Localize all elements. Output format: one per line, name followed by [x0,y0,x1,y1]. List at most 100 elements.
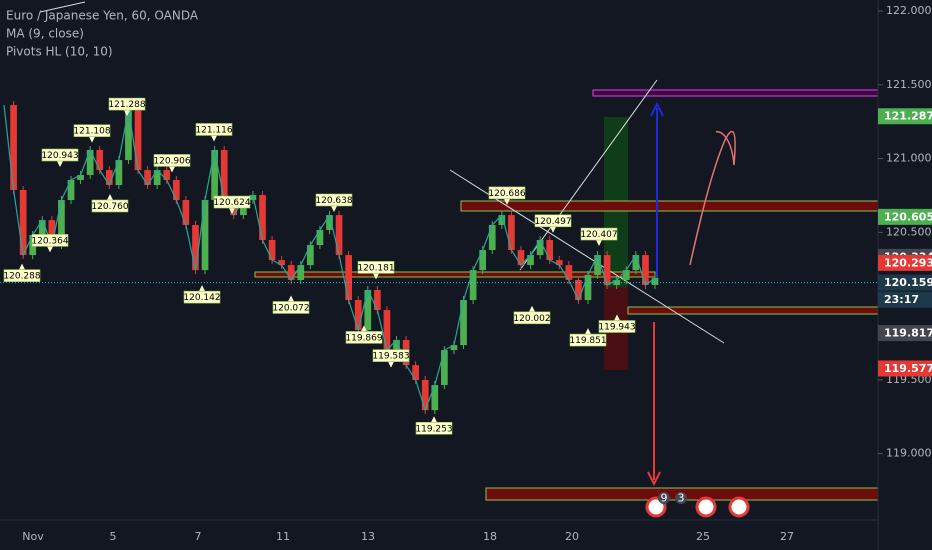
candle [546,240,554,261]
candle [105,170,113,185]
arrow-head [647,471,661,487]
candle [58,200,65,246]
countdown-box [878,291,932,308]
candle [307,245,314,266]
pivot-pointer [57,160,63,167]
candle [460,300,467,346]
pivot-label: 120.943 [41,151,78,161]
pivot-pointer [388,361,394,368]
candle [575,279,582,301]
event-badge-label: 9 [661,492,668,505]
pivot-box [513,311,551,325]
price-tag [878,360,932,377]
x-tick-label: 7 [195,530,202,543]
candle [613,279,621,286]
pivot-label: 120.760 [91,202,128,212]
pivot-pointer [107,193,113,200]
pivot-pointer [199,285,205,292]
candle [354,300,362,330]
pivot-label: 119.253 [415,424,452,434]
pivot-box [272,301,310,314]
price-tag-label: 119.577 [884,362,932,375]
event-badge [675,492,687,504]
x-tick-label: 25 [696,530,710,543]
candle [536,240,544,256]
price-tag [878,325,932,342]
pivot-pointer [89,136,95,143]
pivot-label: 121.288 [108,100,145,110]
pivot-label: 120.142 [183,293,220,303]
candle [441,350,448,386]
pivot-label: 119.851 [569,336,606,346]
zone [592,89,879,97]
pivot-pointer [47,246,53,253]
pivot-box [415,421,453,435]
candle [278,260,285,266]
pivot-box [315,193,353,207]
pivot-pointer [614,314,620,321]
candle [364,290,372,330]
candle [393,340,400,351]
event-badge [658,492,670,504]
y-tick-label: 120.500 [886,225,932,238]
pivot-label: 120.072 [272,303,309,313]
candle [134,110,142,171]
candle [125,110,132,161]
pivot-box [73,124,111,137]
candle [115,160,123,185]
candle [565,265,573,280]
candle [201,200,209,271]
x-tick-label: Nov [22,530,44,543]
candle [374,290,381,311]
candle [421,380,429,411]
candle [517,250,525,266]
candle [297,265,305,280]
event-icon[interactable] [728,496,750,518]
candle [19,190,27,256]
candle [431,385,439,411]
zone [460,200,879,212]
pivot-pointer [361,325,367,332]
x-tick-label: 20 [565,530,579,543]
pivot-box [31,234,69,247]
candle [153,170,161,185]
candle [335,215,343,256]
candle [259,195,266,241]
pivot-box [41,148,79,162]
candle [488,224,496,251]
pivot-box [569,333,607,347]
candle [345,255,352,301]
price-tag [878,108,932,125]
pivot-pointer [596,240,602,247]
candle [144,170,151,185]
candle [316,229,324,246]
candle [38,220,46,235]
chart-title: Euro / Japanese Yen, 60, OANDA [6,9,199,23]
x-tick-label: 5 [110,530,117,543]
trend-line [519,79,658,271]
candle [555,260,563,266]
indicator: Pivots HL (10, 10) [6,45,113,59]
candle [192,224,199,271]
pivot-label: 121.116 [195,125,232,135]
pivot-label: 121.108 [73,127,110,137]
pivot-label: 120.624 [213,198,250,208]
y-tick-label: 119.000 [886,447,932,460]
candle [287,265,295,280]
candle [508,215,515,251]
pivot-box [108,97,146,111]
event-badge-label: 3 [678,492,685,505]
y-tick-label: 121.000 [886,152,932,165]
pivot-box [195,123,233,136]
pivot-box [183,290,221,304]
event-icon[interactable] [695,496,717,518]
candle [469,270,477,301]
pivot-pointer [373,273,379,280]
candle [584,274,592,301]
candle [594,255,601,275]
pivot-box [213,195,251,209]
x-tick-label: 27 [780,530,794,543]
pivot-box [488,186,526,200]
price-tag [878,208,932,225]
candle [163,170,171,180]
